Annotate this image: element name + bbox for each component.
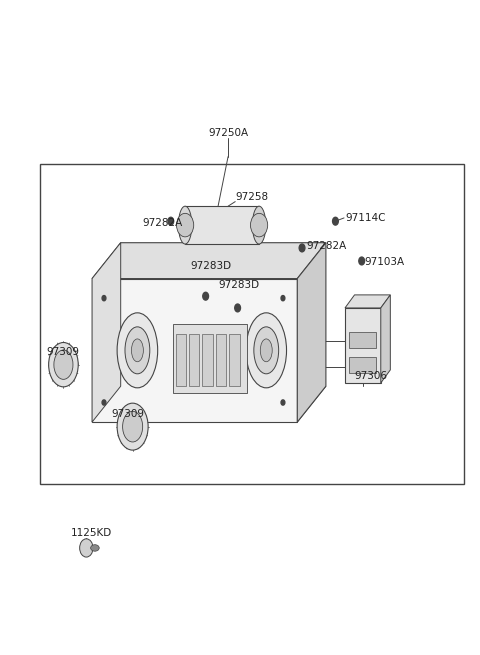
Ellipse shape xyxy=(132,339,144,362)
Polygon shape xyxy=(92,278,297,422)
Ellipse shape xyxy=(254,327,279,374)
Text: 97283D: 97283D xyxy=(190,261,231,271)
Ellipse shape xyxy=(91,545,99,552)
Ellipse shape xyxy=(179,206,192,244)
Bar xyxy=(349,332,376,348)
Text: 97258: 97258 xyxy=(235,192,268,202)
Ellipse shape xyxy=(246,313,287,388)
Circle shape xyxy=(168,217,174,225)
Ellipse shape xyxy=(122,411,143,442)
Text: 97103A: 97103A xyxy=(364,257,404,267)
Bar xyxy=(189,334,199,386)
Polygon shape xyxy=(92,243,120,422)
Polygon shape xyxy=(92,243,326,278)
Circle shape xyxy=(281,295,285,301)
Text: 97250A: 97250A xyxy=(208,128,248,138)
Text: 97309: 97309 xyxy=(111,409,144,419)
Bar xyxy=(202,334,213,386)
Circle shape xyxy=(299,244,305,252)
Ellipse shape xyxy=(252,206,266,244)
Ellipse shape xyxy=(48,343,78,387)
Bar xyxy=(345,308,381,383)
Text: 97283D: 97283D xyxy=(218,280,260,290)
Circle shape xyxy=(359,257,364,265)
Text: 97282A: 97282A xyxy=(307,241,347,251)
Circle shape xyxy=(102,295,106,301)
Text: 97309: 97309 xyxy=(47,347,80,357)
Circle shape xyxy=(102,400,106,405)
Bar xyxy=(185,206,259,244)
Circle shape xyxy=(235,304,240,312)
Polygon shape xyxy=(381,295,390,383)
Ellipse shape xyxy=(54,350,73,379)
Bar xyxy=(216,334,226,386)
Text: 97306: 97306 xyxy=(355,371,387,381)
Polygon shape xyxy=(345,295,390,308)
Polygon shape xyxy=(92,386,326,422)
Circle shape xyxy=(251,214,268,237)
Bar xyxy=(173,324,247,393)
Text: 1125KD: 1125KD xyxy=(71,527,112,538)
Polygon shape xyxy=(297,243,326,422)
Ellipse shape xyxy=(117,403,148,450)
Circle shape xyxy=(281,400,285,405)
Bar xyxy=(176,334,186,386)
Text: 97282A: 97282A xyxy=(142,218,182,228)
Circle shape xyxy=(333,217,338,225)
Ellipse shape xyxy=(125,327,150,374)
Bar xyxy=(229,334,240,386)
Ellipse shape xyxy=(117,313,157,388)
Bar xyxy=(39,164,464,484)
Text: 97114C: 97114C xyxy=(345,213,385,223)
Circle shape xyxy=(203,292,208,300)
Circle shape xyxy=(177,214,194,237)
Bar xyxy=(349,357,376,373)
Ellipse shape xyxy=(260,339,272,362)
Circle shape xyxy=(80,539,93,557)
